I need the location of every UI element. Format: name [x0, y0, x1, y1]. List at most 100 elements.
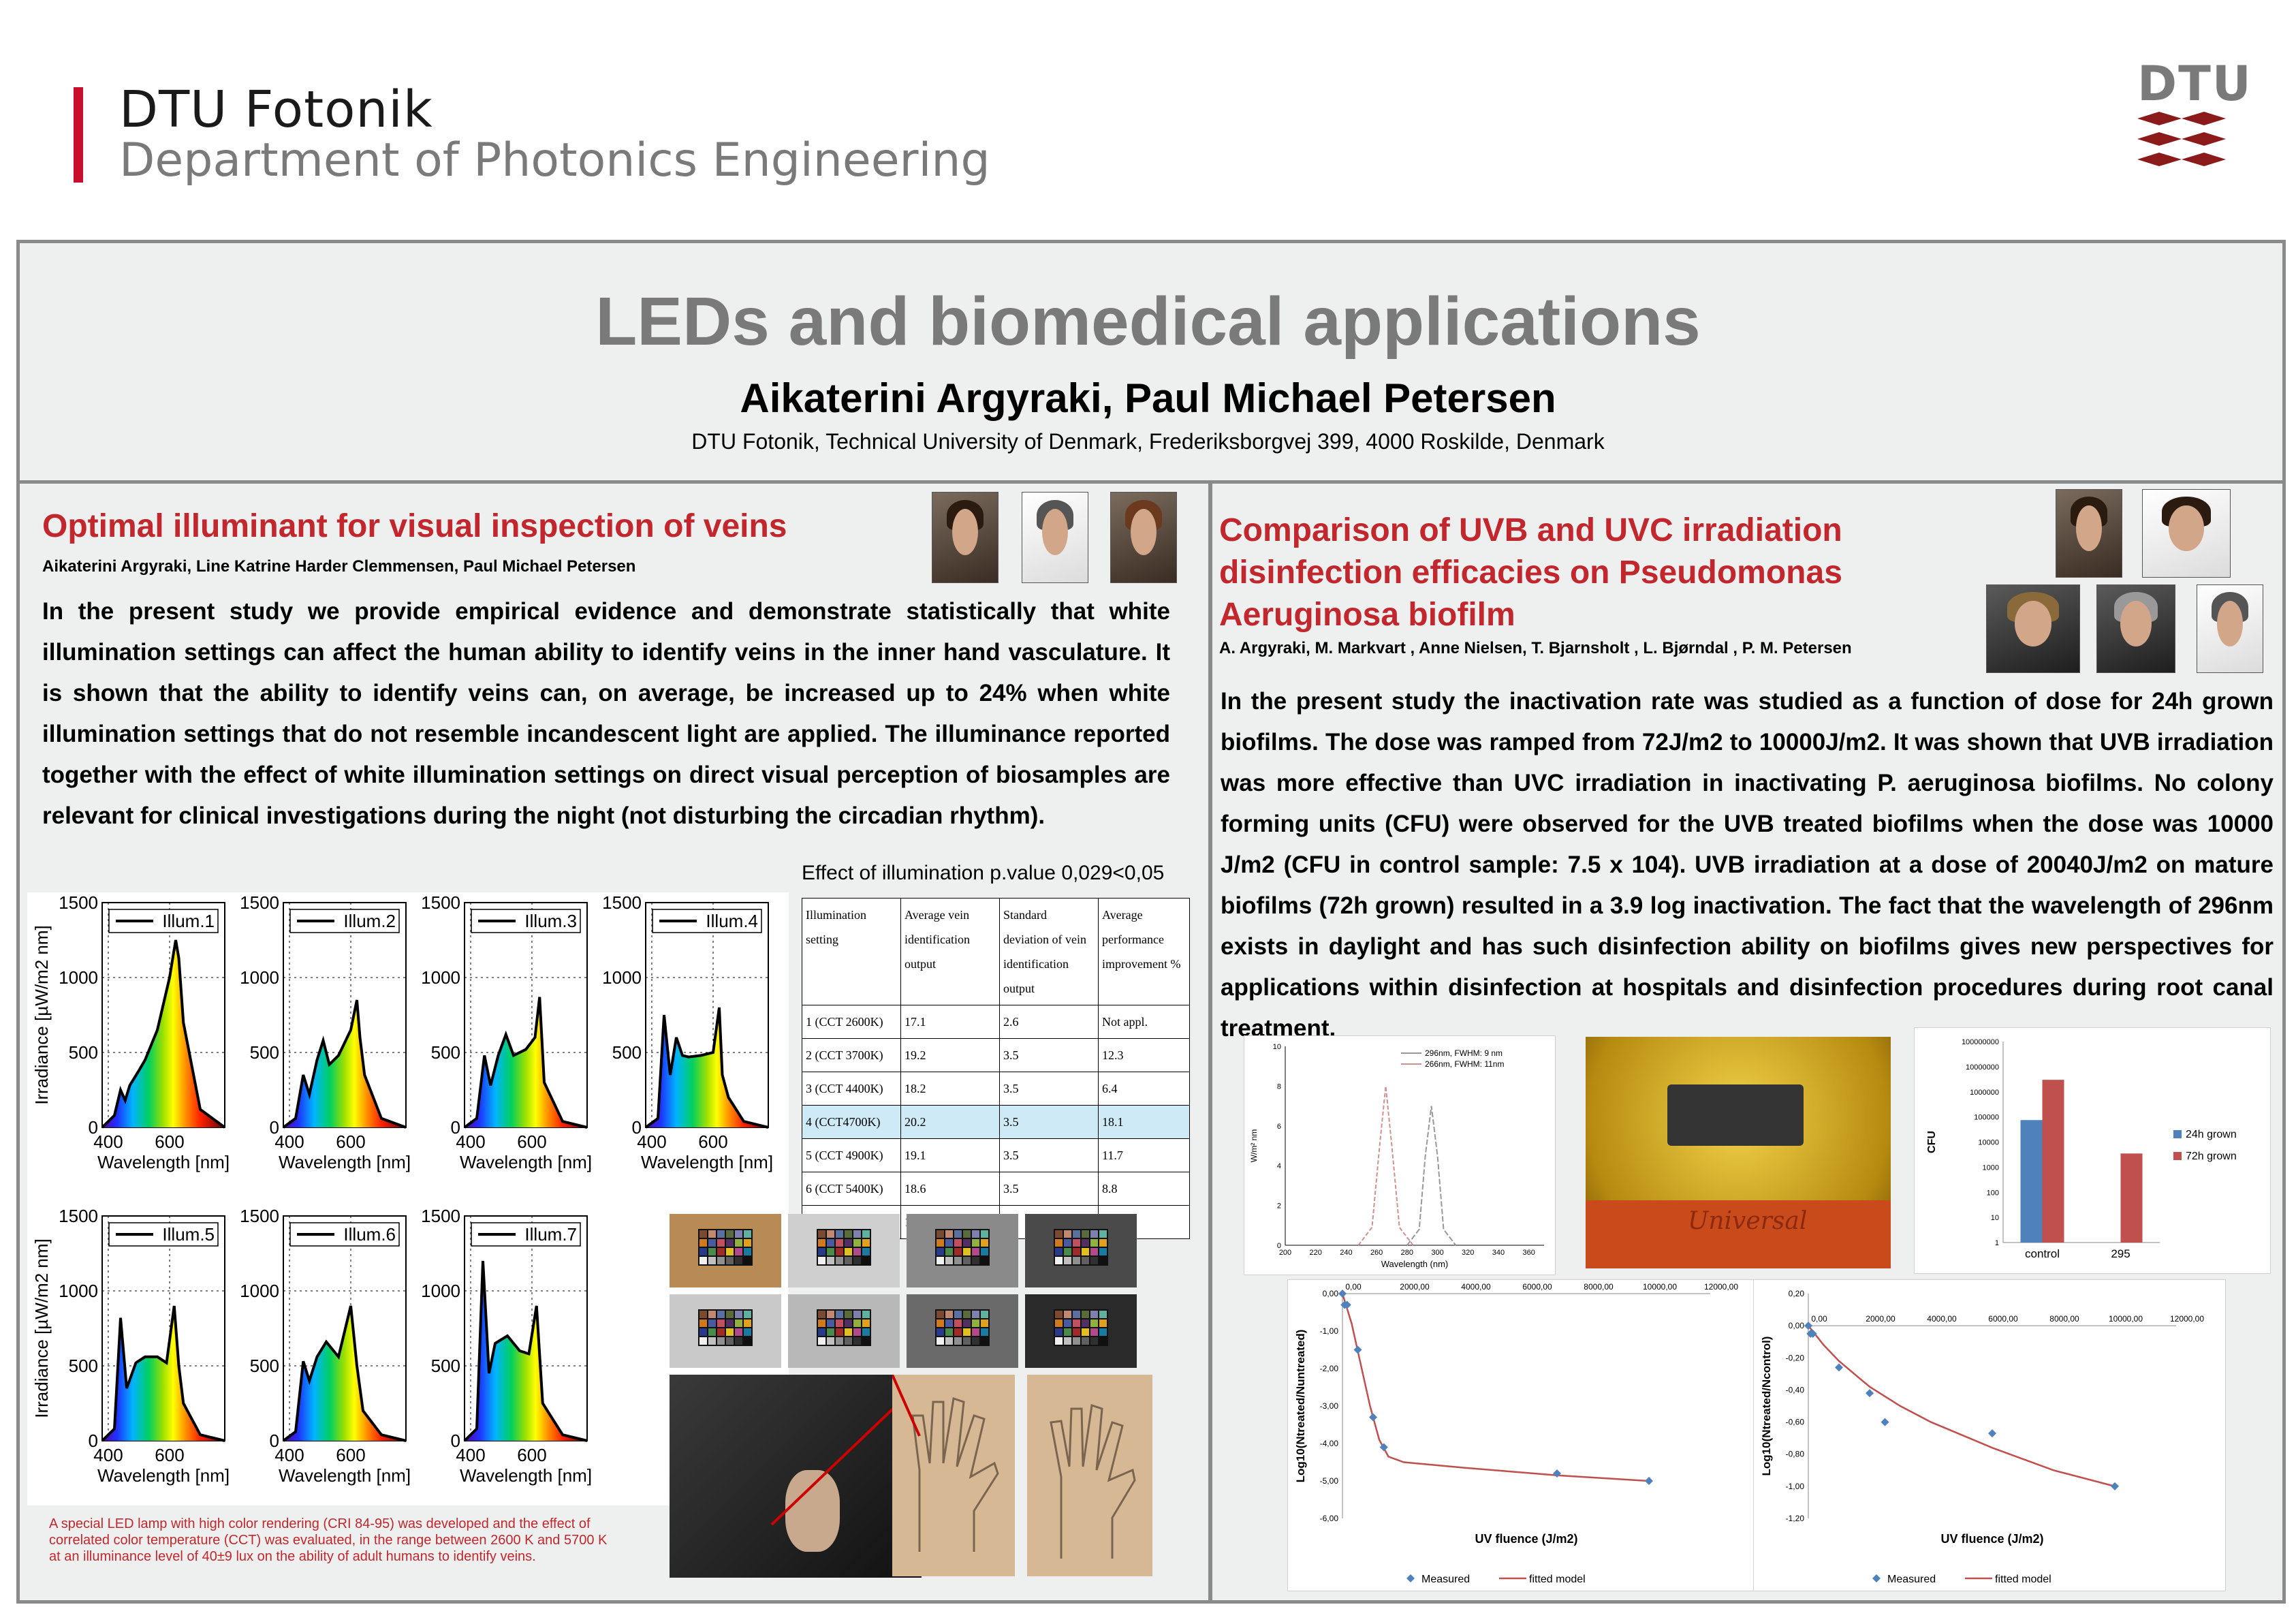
data-point [1804, 1322, 1812, 1330]
x-axis-label: Wavelength [nm] [279, 1152, 411, 1172]
color-patch [945, 1337, 953, 1345]
author-photo [1110, 492, 1177, 583]
data-point [1881, 1418, 1889, 1426]
x-tick-label: control [2025, 1247, 2060, 1260]
table-cell: 12.3 [1098, 1038, 1190, 1072]
y-axis-label: CFU [1926, 1131, 1938, 1153]
poster-title: LEDs and biomedical applications [595, 283, 1701, 360]
color-patch [845, 1230, 852, 1238]
color-patch [1090, 1337, 1098, 1345]
y-tick-label: 0 [89, 1431, 98, 1451]
table-cell: 18.1 [1098, 1105, 1190, 1139]
color-patch [735, 1328, 742, 1336]
legend-label: Illum.4 [706, 911, 758, 931]
color-checker-chart [698, 1309, 753, 1346]
table-cell: 3.5 [999, 1105, 1099, 1139]
table-cell: 18.6 [900, 1172, 1000, 1206]
color-patch [845, 1257, 852, 1264]
table-cell: 20.2 [900, 1105, 1000, 1139]
legend-swatch [1406, 1574, 1415, 1582]
x-tick-label: 400 [456, 1131, 485, 1152]
color-patch [726, 1311, 734, 1318]
column-divider [1208, 484, 1212, 1604]
y-tick-label: 0 [270, 1431, 279, 1451]
table-cell: 11.7 [1098, 1138, 1190, 1172]
color-patch [862, 1337, 870, 1345]
color-patch [954, 1230, 962, 1238]
table-cell: 2 (CCT 3700K) [802, 1038, 901, 1072]
inactivation-a-svg: 0,00 -1,00 -2,00 -3,00 -4,00 -5,00 -6,00 0,00 20… [1294, 1282, 1738, 1585]
color-patch [1073, 1257, 1080, 1264]
color-checker-chart [1054, 1309, 1108, 1346]
color-patch [744, 1230, 751, 1238]
color-patch [972, 1328, 979, 1336]
bar [2120, 1153, 2143, 1243]
x-tick-label: 400 [93, 1445, 123, 1465]
right-heading-line: Comparison of UVB and UVC irradiation [1219, 512, 1842, 548]
x-tick-label: 6000,00 [1522, 1282, 1552, 1292]
color-patch [845, 1337, 852, 1345]
color-patch [818, 1230, 825, 1238]
spectrum-fill [102, 1306, 225, 1441]
y-tick-label: 1000 [240, 1281, 279, 1301]
right-abstract: In the present study the inactivation ra… [1221, 688, 2274, 1042]
color-patch [1099, 1311, 1107, 1318]
color-checker-chart [1054, 1229, 1108, 1266]
color-patch [963, 1248, 971, 1255]
legend-label: Measured [1887, 1574, 1936, 1585]
color-patch [963, 1337, 971, 1345]
y-tick-label: -1,20 [1786, 1514, 1805, 1523]
color-patch [937, 1230, 944, 1238]
color-patch [744, 1311, 751, 1318]
color-patch [836, 1248, 843, 1255]
dtu-logo: DTU [2137, 56, 2251, 191]
x-tick-label: 600 [336, 1445, 365, 1465]
color-checker-chart [817, 1309, 871, 1346]
legend-label: Illum.7 [524, 1224, 577, 1245]
color-patch [963, 1230, 971, 1238]
left-abstract: In the present study we provide empirica… [42, 598, 1170, 829]
series-line [1357, 1086, 1414, 1246]
color-checker-photo [670, 1214, 781, 1287]
author-photo [2096, 584, 2175, 673]
color-patch [717, 1337, 725, 1345]
color-patch [1082, 1230, 1089, 1238]
legend-label: Illum.3 [524, 911, 577, 931]
y-tick-label: 1500 [602, 892, 642, 913]
y-tick-label: 1000 [602, 967, 642, 988]
table-cell: 3.5 [999, 1072, 1099, 1106]
spectrum-fill [465, 997, 587, 1127]
right-heading-line: Aeruginosa biofilm [1219, 597, 1515, 633]
color-patch [708, 1257, 716, 1264]
color-patch [818, 1311, 825, 1318]
color-patch [963, 1239, 971, 1247]
inactivation-chart-a: 0,00 -1,00 -2,00 -3,00 -4,00 -5,00 -6,00 0,00 20… [1287, 1279, 1760, 1591]
x-axis-label: Wavelength [nm] [97, 1152, 230, 1172]
legend-label: 266nm, FWHM: 11nm [1425, 1059, 1504, 1069]
color-patch [836, 1337, 843, 1345]
color-patch [981, 1337, 988, 1345]
y-tick-label: 1500 [59, 1206, 98, 1226]
color-patch [827, 1230, 834, 1238]
legend-label: 296nm, FWHM: 9 nm [1425, 1048, 1503, 1058]
color-patch [1055, 1248, 1063, 1255]
legend-swatch [2173, 1130, 2182, 1138]
color-patch [708, 1230, 716, 1238]
y-tick-label: -6,00 [1320, 1514, 1339, 1523]
color-patch [1055, 1239, 1063, 1247]
bar [2020, 1120, 2043, 1243]
author-photo [932, 492, 998, 583]
color-patch [708, 1320, 716, 1327]
color-patch [954, 1248, 962, 1255]
legend-label: Illum.6 [343, 1224, 396, 1245]
data-point [1645, 1477, 1653, 1485]
data-point [1369, 1413, 1377, 1422]
color-patch [945, 1328, 953, 1336]
color-patch [853, 1257, 861, 1264]
color-patch [972, 1239, 979, 1247]
y-tick-label: -1,00 [1786, 1482, 1805, 1491]
color-patch [1064, 1257, 1071, 1264]
color-patch [853, 1230, 861, 1238]
x-tick-label: 340 [1492, 1249, 1505, 1257]
